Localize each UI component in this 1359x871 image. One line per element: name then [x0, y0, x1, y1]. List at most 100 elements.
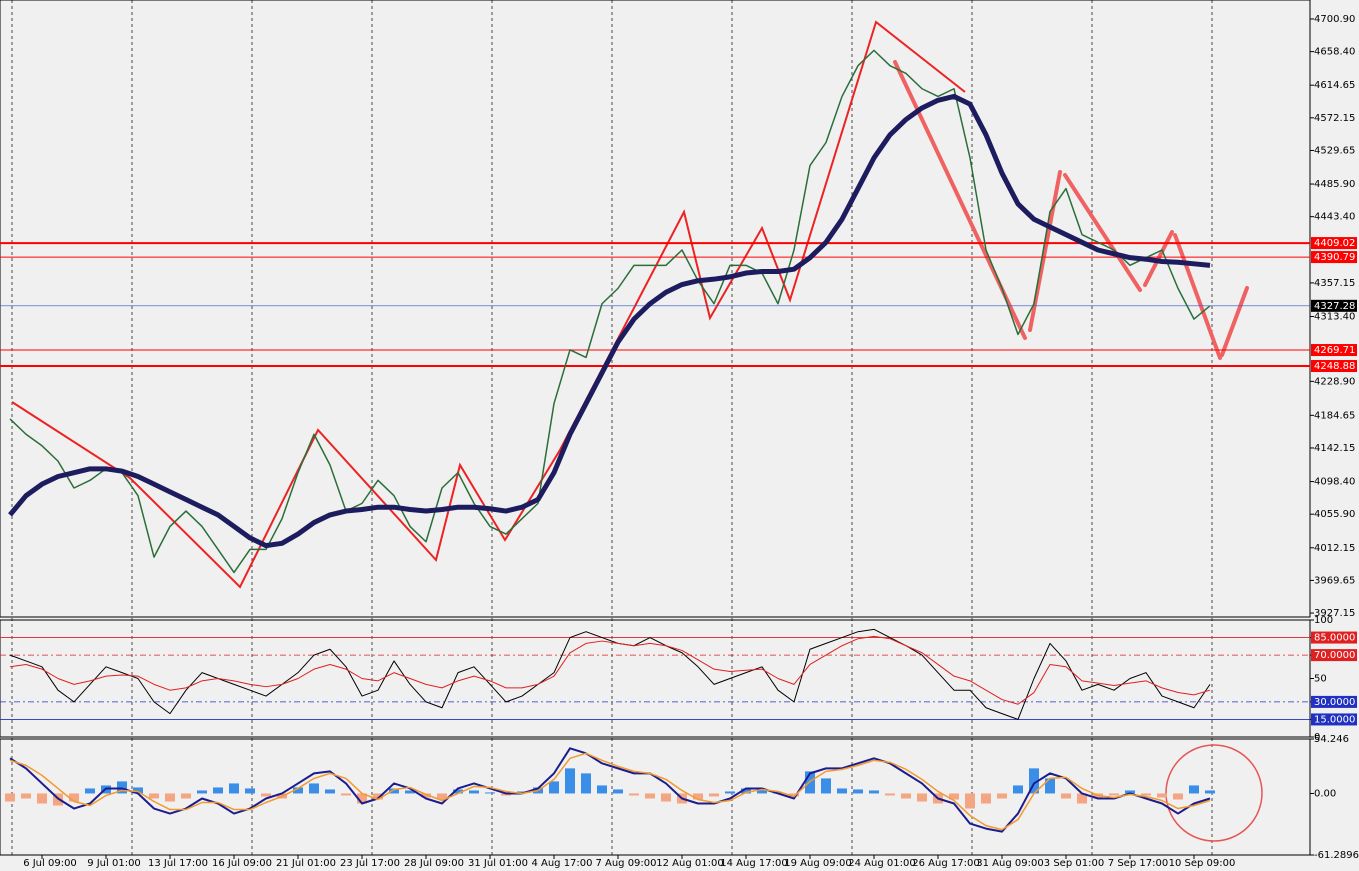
x-tick-label: 13 Jul 17:00: [148, 858, 208, 869]
level-box: [1311, 360, 1357, 373]
arrows: [893, 60, 1249, 360]
y-tick-label: 4313.40: [1314, 311, 1355, 322]
y-tick-label: 4184.65: [1314, 410, 1355, 421]
tick-box: [1311, 631, 1357, 644]
x-tick-label: 31 Jul 01:00: [468, 858, 528, 869]
y-tick-label: 4700.90: [1314, 14, 1355, 25]
histogram-bar: [1173, 793, 1183, 800]
histogram-bar: [837, 788, 847, 794]
histogram-bar: [709, 793, 719, 797]
histogram-bar: [197, 790, 207, 794]
y-tick-label: 4658.40: [1314, 47, 1355, 58]
series-line: [9, 747, 1211, 833]
histogram-bar: [1205, 790, 1215, 794]
vertical-grid: [11, 0, 1213, 855]
histogram-bar: [485, 792, 495, 794]
histogram-bar: [949, 793, 959, 800]
histogram-bar: [645, 793, 655, 799]
tick-box: [1311, 695, 1357, 708]
histogram-bar: [5, 793, 15, 802]
level-label: 4390.79: [1314, 252, 1355, 263]
main-panel: [0, 0, 1311, 618]
histogram-bar: [469, 790, 479, 794]
histogram-bar: [341, 793, 351, 796]
histogram-bar: [1077, 793, 1087, 804]
histogram-bar: [885, 793, 895, 796]
histogram-bar: [293, 787, 303, 794]
arrow: [1220, 286, 1249, 357]
histogram-bar: [1189, 785, 1199, 794]
x-tick-label: 23 Jul 17:00: [340, 858, 400, 869]
x-tick-label: 7 Sep 17:00: [1108, 858, 1168, 869]
series-line: [9, 628, 1211, 720]
x-tick-label: 12 Aug 01:00: [656, 858, 723, 869]
histogram-bar: [869, 790, 879, 794]
level-label: 4409.02: [1314, 238, 1355, 249]
histogram-bar: [421, 793, 431, 798]
x-tick-label: 21 Jul 01:00: [276, 858, 336, 869]
highlight-circle: [1165, 744, 1263, 842]
histogram-bar: [1061, 793, 1071, 799]
tick-box: [1311, 649, 1357, 662]
level-box: [1311, 299, 1357, 312]
histogram-bar: [725, 791, 735, 794]
level-label: 4248.88: [1314, 361, 1355, 372]
x-tick-label: 10 Sep 09:00: [1169, 858, 1236, 869]
histogram-bar: [1045, 778, 1055, 794]
x-tick-label: 7 Aug 09:00: [595, 858, 656, 869]
histogram-bar: [917, 793, 927, 802]
x-tick-label: 9 Jul 01:00: [87, 858, 141, 869]
histogram-bar: [501, 793, 511, 796]
y-tick-label: 4012.15: [1314, 543, 1355, 554]
histogram-bar: [149, 793, 159, 799]
y-tick-label: 4529.65: [1314, 145, 1355, 156]
histogram-bar: [133, 787, 143, 794]
level-box: [1311, 237, 1357, 250]
y-tick-label: 4142.15: [1314, 443, 1355, 454]
histogram-bar: [69, 793, 79, 802]
y-tick-label: 3927.15: [1314, 608, 1355, 619]
arrow: [1173, 233, 1222, 360]
histogram-bar: [853, 789, 863, 794]
histogram-bar: [181, 793, 191, 799]
x-tick-label: 14 Aug 17:00: [720, 858, 787, 869]
histogram-bar: [981, 793, 991, 804]
histogram-bar: [757, 789, 767, 794]
histogram-bar: [821, 778, 831, 794]
zigzag: [11, 20, 966, 589]
y-tick-label: 100: [1314, 615, 1333, 626]
histogram-bar: [629, 793, 639, 796]
y-tick-label: 4485.90: [1314, 179, 1355, 190]
histogram-bar: [997, 793, 1007, 799]
histogram-bar: [789, 793, 799, 797]
histogram-bar: [1125, 790, 1135, 794]
histogram-bar: [1029, 768, 1039, 794]
histogram-bar: [261, 793, 271, 797]
y-tick-label: 50: [1314, 674, 1327, 685]
histogram-bar: [245, 788, 255, 794]
y-tick-label: 0.00: [1314, 788, 1336, 799]
histogram-bar: [357, 793, 367, 804]
series-line: [8, 93, 1211, 549]
y-tick-label: 54.246: [1314, 734, 1349, 745]
y-tick-label: 30.0000: [1314, 697, 1355, 708]
x-tick-label: 31 Aug 09:00: [976, 858, 1043, 869]
histogram-bar: [405, 790, 415, 794]
x-tick-label: 26 Aug 17:00: [912, 858, 979, 869]
x-tick-label: 19 Aug 09:00: [784, 858, 851, 869]
series-line: [9, 635, 1211, 705]
series-line: [9, 49, 1211, 574]
histogram-bar: [1141, 793, 1151, 796]
y-tick-label: 3969.65: [1314, 575, 1355, 586]
y-tick-label: 4443.40: [1314, 212, 1355, 223]
histogram-bar: [581, 773, 591, 794]
x-tick-label: 3 Sep 01:00: [1044, 858, 1104, 869]
histogram-bar: [21, 793, 31, 799]
histogram-bar: [325, 789, 335, 794]
series-line: [9, 752, 1211, 831]
x-tick-label: 6 Jul 09:00: [23, 858, 77, 869]
histogram-bar: [453, 789, 463, 794]
histogram-bar: [1109, 793, 1119, 796]
